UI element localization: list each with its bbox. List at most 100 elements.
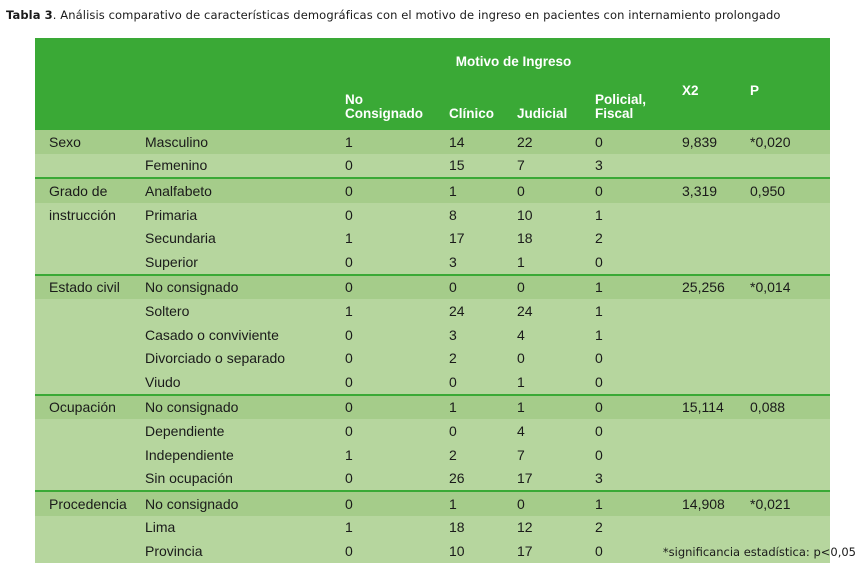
- p-cell: [750, 515, 831, 540]
- p-cell: [750, 202, 831, 227]
- table-row: Secundaria 1 17 18 2: [35, 226, 831, 250]
- table-row: instrucción Primaria 0 8 10 1: [35, 202, 831, 227]
- column-header: X2: [682, 80, 751, 129]
- value-cell: 0: [595, 419, 683, 443]
- value-cell: 1: [595, 489, 683, 516]
- table-row: Grado de Analfabeto 0 1 0 0 3,319 0,950: [35, 177, 831, 203]
- table-row: Superior 0 3 1 0: [35, 249, 831, 275]
- p-cell: [750, 322, 831, 347]
- value-cell: 0: [345, 273, 449, 300]
- value-cell: 2: [595, 226, 683, 250]
- row-label: Sin ocupación: [145, 466, 345, 491]
- value-cell: 15: [449, 153, 517, 179]
- p-cell: [750, 369, 831, 395]
- value-cell: 1: [345, 515, 449, 540]
- table-caption-label: Tabla 3: [6, 8, 53, 22]
- value-cell: 26: [449, 466, 517, 491]
- value-cell: 0: [345, 153, 449, 179]
- table-row: Casado o conviviente 0 3 4 1: [35, 322, 831, 347]
- p-cell: 0,088: [750, 393, 831, 420]
- header-cell-empty: [145, 80, 345, 129]
- x2-cell: [682, 346, 751, 370]
- table-row: Soltero 1 24 24 1: [35, 299, 831, 323]
- row-label: No consignado: [145, 393, 345, 420]
- x2-cell: [682, 299, 751, 323]
- table-row: Sexo Masculino 1 14 22 0 9,839 *0,020: [35, 128, 831, 154]
- value-cell: 0: [345, 393, 449, 420]
- table-row: Femenino 0 15 7 3: [35, 153, 831, 179]
- value-cell: 4: [517, 419, 595, 443]
- value-cell: 0: [345, 489, 449, 516]
- value-cell: 2: [449, 346, 517, 370]
- p-cell: [750, 466, 831, 491]
- table-header: Motivo de Ingreso No Consignado Clínico Jud…: [35, 38, 831, 129]
- row-label: Primaria: [145, 202, 345, 227]
- table-row: Viudo 0 0 1 0: [35, 369, 831, 395]
- group-name-cell: Grado de: [35, 177, 145, 203]
- demographics-table: Motivo de Ingreso No Consignado Clínico Jud…: [35, 38, 831, 563]
- value-cell: 3: [449, 249, 517, 275]
- group-name-cell: Sexo: [35, 128, 145, 154]
- value-cell: 1: [345, 226, 449, 250]
- value-cell: 1: [595, 273, 683, 300]
- group-name-empty: [35, 539, 145, 563]
- value-cell: 8: [449, 202, 517, 227]
- value-cell: 0: [449, 273, 517, 300]
- value-cell: 0: [345, 322, 449, 347]
- value-cell: 0: [345, 369, 449, 395]
- row-label: Analfabeto: [145, 177, 345, 203]
- p-cell: 0,950: [750, 177, 831, 203]
- column-header: Judicial: [517, 80, 595, 129]
- value-cell: 0: [345, 346, 449, 370]
- group-name-empty: [35, 515, 145, 540]
- column-header: No Consignado: [345, 80, 449, 129]
- value-cell: 0: [517, 489, 595, 516]
- value-cell: 0: [517, 177, 595, 203]
- row-label: Casado o conviviente: [145, 322, 345, 347]
- value-cell: 2: [449, 442, 517, 467]
- value-cell: 1: [345, 299, 449, 323]
- group-name-empty: [35, 322, 145, 347]
- p-cell: *0,014: [750, 273, 831, 300]
- row-label: Superior: [145, 249, 345, 275]
- table-body: Sexo Masculino 1 14 22 0 9,839 *0,020 Femenino 0 1…: [35, 128, 831, 563]
- x2-cell: [682, 419, 751, 443]
- x2-cell: [682, 322, 751, 347]
- group-name-empty: [35, 153, 145, 179]
- value-cell: 7: [517, 442, 595, 467]
- x2-cell: [682, 442, 751, 467]
- header-blank: [35, 38, 345, 80]
- row-label: No consignado: [145, 489, 345, 516]
- value-cell: 24: [449, 299, 517, 323]
- group-name-cell: Estado civil: [35, 273, 145, 300]
- row-label: Secundaria: [145, 226, 345, 250]
- table-row: Independiente 1 2 7 0: [35, 442, 831, 467]
- row-label: Lima: [145, 515, 345, 540]
- p-cell: *0,020: [750, 128, 831, 154]
- value-cell: 22: [517, 128, 595, 154]
- value-cell: 1: [345, 442, 449, 467]
- value-cell: 7: [517, 153, 595, 179]
- group-name-empty: [35, 442, 145, 467]
- value-cell: 17: [449, 226, 517, 250]
- value-cell: 0: [595, 393, 683, 420]
- value-cell: 0: [517, 273, 595, 300]
- value-cell: 0: [595, 369, 683, 395]
- group-name-cell: Procedencia: [35, 489, 145, 516]
- group-name-cell: Ocupación: [35, 393, 145, 420]
- header-cell-empty: [35, 80, 145, 129]
- row-label: No consignado: [145, 273, 345, 300]
- value-cell: 0: [595, 442, 683, 467]
- p-cell: [750, 539, 831, 563]
- table-caption-text: . Análisis comparativo de característica…: [52, 8, 781, 22]
- p-cell: [750, 299, 831, 323]
- row-label: Divorciado o separado: [145, 346, 345, 370]
- value-cell: 0: [345, 419, 449, 443]
- row-label: Soltero: [145, 299, 345, 323]
- group-name-empty: [35, 369, 145, 395]
- p-cell: [750, 419, 831, 443]
- value-cell: 0: [345, 466, 449, 491]
- table-row: Ocupación No consignado 0 1 1 0 15,114 0,088: [35, 393, 831, 420]
- value-cell: 0: [595, 128, 683, 154]
- value-cell: 1: [595, 322, 683, 347]
